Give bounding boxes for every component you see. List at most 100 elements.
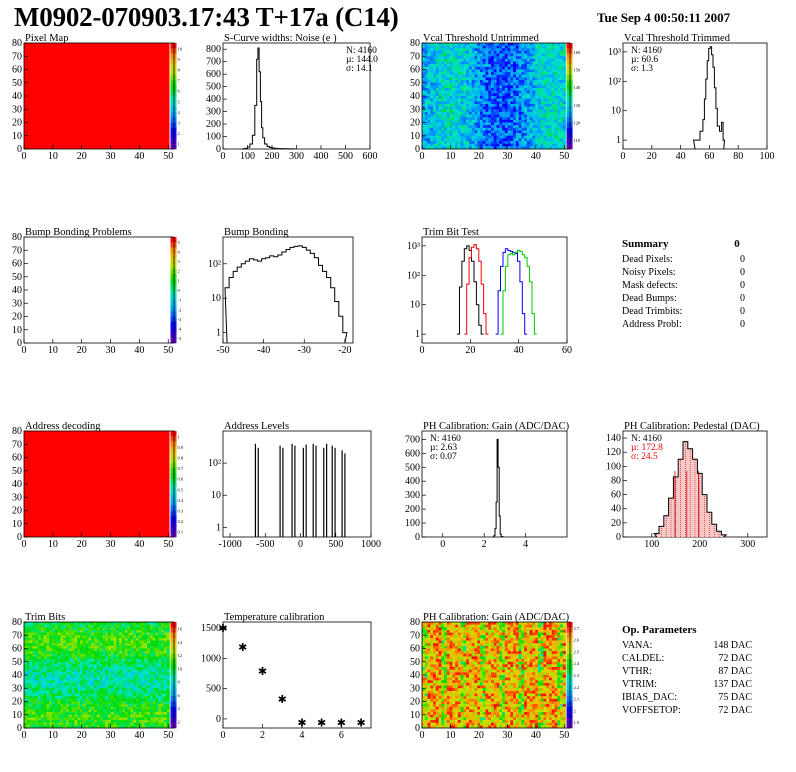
heatmap-cell [557,50,561,54]
heatmap-cell [485,127,489,131]
heatmap-cell [499,622,503,625]
heatmap-cell [455,53,459,57]
heatmap-cell [57,661,61,665]
heatmap-cell [79,661,84,665]
color-scale-swatch [170,452,177,458]
heatmap-cell [510,127,514,131]
heatmap-cell [133,629,137,633]
heatmap-cell [110,640,114,644]
heatmap-cell [479,45,484,49]
heatmap-cell [504,72,508,76]
heatmap-cell [457,69,461,73]
y-tick-label: 70 [12,245,22,256]
color-scale-swatch [566,80,573,86]
heatmap-cell [138,698,142,702]
heatmap-cell [529,632,533,636]
heatmap-cell [65,624,70,628]
heatmap-cell [93,688,98,692]
heatmap-cell [71,624,75,628]
heatmap-cell [549,58,553,62]
heatmap-cell [546,135,550,139]
heatmap-cell [510,96,514,99]
heatmap-cell [457,138,461,142]
heatmap-cell [488,88,492,91]
heatmap-cell [446,66,450,70]
heatmap-cell [537,93,542,97]
heatmap-cell [40,664,44,668]
heatmap-cell [446,82,450,86]
heatmap-cell [477,64,481,68]
heatmap-cell [549,135,553,139]
heatmap-cell [468,119,472,123]
heatmap-cell [99,645,103,649]
heatmap-cell [26,629,30,633]
heatmap-cell [24,701,28,705]
heatmap-cell [138,651,142,655]
heatmap-cell [452,146,456,150]
heatmap-cell [488,114,492,118]
heatmap-cell [529,82,533,86]
heatmap-cell [510,90,514,94]
heatmap-cell [521,96,525,99]
heatmap-cell [468,135,472,139]
heatmap-cell [51,722,56,726]
heatmap-cell [40,682,44,686]
heatmap-cell [85,682,89,686]
heatmap-cell [161,624,165,628]
heatmap-cell [526,58,530,62]
heatmap-cell [482,50,486,54]
heatmap-cell [549,138,553,142]
heatmap-cell [502,85,506,89]
heatmap-cell [488,77,492,81]
heatmap-cell [130,693,134,697]
heatmap-cell [166,667,170,670]
heatmap-cell [102,632,106,636]
heatmap-cell [471,80,475,84]
heatmap-cell [441,109,445,113]
heatmap-cell [546,133,550,137]
heatmap-cell [113,680,117,684]
heatmap-cell [46,706,50,710]
heatmap-cell [518,141,522,144]
heatmap-cell [430,622,434,625]
heatmap-cell [424,93,428,97]
heatmap-cell [144,632,148,636]
color-scale-swatch [566,117,573,123]
heatmap-cell [537,106,542,110]
heatmap-cell [88,698,92,702]
heatmap-cell [26,627,30,631]
heatmap-cell [455,48,459,52]
heatmap-cell [485,61,489,65]
heatmap-cell [504,64,508,68]
heatmap-cell [507,90,511,94]
heatmap-cell [121,688,126,692]
heatmap-cell [543,74,547,78]
heatmap-cell [430,117,434,121]
heatmap-cell [474,106,478,110]
y-tick-label: 1 [216,328,221,339]
heatmap-cell [57,701,61,705]
heatmap-cell [40,635,44,639]
heatmap-cell [147,722,151,726]
heatmap-cell [24,722,28,726]
heatmap-cell [88,645,92,649]
heatmap-cell [554,69,558,73]
heatmap-cell [504,61,508,65]
color-scale-swatch [170,284,177,291]
heatmap-cell [463,138,467,142]
heatmap-cell [463,72,467,76]
heatmap-cell [113,682,117,686]
heatmap-cell [507,106,511,110]
heatmap-cell [51,640,56,644]
heatmap-cell [468,43,472,46]
heatmap-cell [471,103,475,107]
heatmap-cell [491,106,495,110]
heatmap-cell [551,127,555,131]
y-tick-label: 0 [415,144,420,155]
heatmap-cell [77,720,81,723]
heatmap-cell [438,127,442,131]
heatmap-cell [96,677,100,681]
heatmap-cell [110,701,114,705]
heatmap-cell [507,74,511,78]
heatmap-cell [466,624,470,628]
